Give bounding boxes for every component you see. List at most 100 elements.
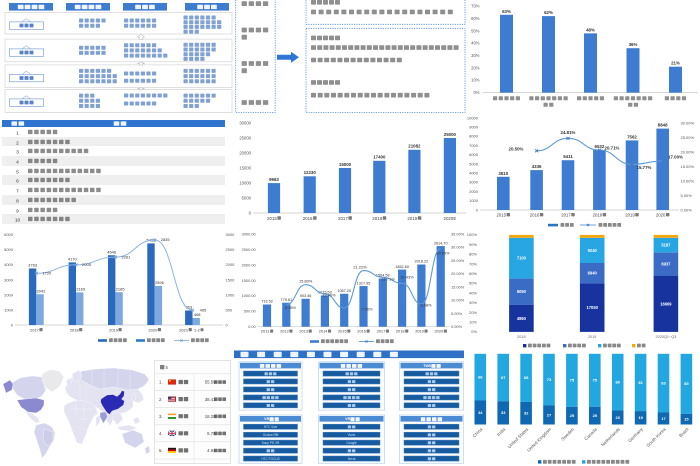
svg-text:29.55%: 29.55% (436, 251, 450, 256)
svg-text:1: 1 (16, 130, 19, 136)
svg-text:38.41: 38.41 (205, 396, 216, 401)
svg-text:75: 75 (570, 378, 575, 383)
svg-text:10%: 10% (469, 320, 477, 325)
svg-text:Google: Google (346, 441, 357, 445)
svg-text:50%: 50% (469, 281, 477, 286)
svg-text:2015: 2015 (338, 329, 347, 334)
svg-text:10: 10 (15, 217, 21, 223)
svg-text:5.: 5. (159, 448, 163, 453)
svg-text:2020E: 2020E (444, 216, 457, 221)
svg-text:5000: 5000 (469, 161, 479, 166)
svg-text:4646: 4646 (107, 249, 117, 254)
svg-text:2614.70: 2614.70 (434, 241, 448, 245)
svg-text:10.00%: 10.00% (681, 178, 695, 183)
svg-text:468: 468 (194, 312, 201, 317)
svg-text:20.50%: 20.50% (509, 147, 524, 152)
svg-text:5187: 5187 (661, 243, 671, 248)
svg-text:3763: 3763 (28, 263, 38, 268)
svg-text:4.94: 4.94 (207, 448, 216, 453)
svg-text:2596: 2596 (155, 280, 165, 285)
svg-text:15.00%: 15.00% (451, 284, 465, 289)
svg-text:1000.00: 1000.00 (242, 293, 257, 298)
svg-text:0: 0 (249, 210, 252, 215)
svg-text:30%: 30% (471, 53, 480, 58)
svg-text:66: 66 (478, 375, 483, 380)
svg-text:8: 8 (16, 198, 19, 204)
svg-text:2017: 2017 (561, 213, 571, 218)
svg-text:2020: 2020 (148, 327, 158, 332)
svg-text:4860: 4860 (517, 316, 527, 321)
svg-text:21%: 21% (671, 61, 680, 66)
svg-text:1000: 1000 (226, 292, 236, 297)
svg-text:5411: 5411 (563, 154, 573, 159)
svg-text:7.06%: 7.06% (361, 306, 373, 311)
svg-text:15.77%: 15.77% (637, 165, 652, 170)
svg-text:1500: 1500 (226, 277, 236, 282)
svg-text:903.46: 903.46 (300, 294, 312, 298)
svg-text:12230: 12230 (304, 170, 317, 175)
svg-text:35.00%: 35.00% (451, 232, 465, 237)
svg-text:1852.60: 1852.60 (395, 265, 409, 269)
svg-text:Germany: Germany (627, 426, 644, 443)
svg-text:2005: 2005 (82, 262, 92, 267)
svg-text:2019: 2019 (415, 329, 424, 334)
svg-text:40%: 40% (469, 290, 477, 295)
svg-text:2015: 2015 (497, 213, 507, 218)
svg-text:2021: 2021 (179, 327, 189, 332)
svg-text:33: 33 (501, 410, 506, 415)
svg-text:68: 68 (524, 375, 529, 380)
svg-text:United States: United States (507, 426, 530, 449)
svg-text:9: 9 (16, 208, 19, 214)
svg-text:48%: 48% (586, 27, 595, 32)
svg-text:85: 85 (684, 381, 689, 386)
svg-text:3000.00: 3000.00 (242, 232, 257, 237)
svg-text:17050: 17050 (587, 305, 599, 310)
svg-text:24.81%: 24.81% (561, 130, 576, 135)
svg-text:779.61: 779.61 (280, 298, 292, 302)
svg-text:55.59: 55.59 (205, 379, 216, 384)
svg-text:0.00: 0.00 (248, 324, 256, 329)
svg-text:70%: 70% (469, 261, 477, 266)
svg-text:TWS: TWS (423, 364, 432, 368)
svg-text:VR: VR (264, 417, 269, 421)
svg-text:5: 5 (16, 169, 19, 175)
svg-text:India: India (496, 426, 507, 437)
svg-text:2018: 2018 (70, 327, 80, 332)
svg-text:China: China (472, 426, 484, 438)
svg-text:1015.53: 1015.53 (318, 291, 332, 295)
svg-text:6000: 6000 (4, 232, 14, 237)
svg-text:10000: 10000 (467, 115, 479, 120)
svg-text:5050: 5050 (517, 289, 527, 294)
svg-text:2019: 2019 (588, 335, 596, 339)
svg-text:75: 75 (593, 378, 598, 383)
svg-text:500.00: 500.00 (244, 309, 257, 314)
svg-text:60%: 60% (471, 16, 480, 21)
svg-text:12.40%: 12.40% (322, 292, 336, 297)
svg-text:36%: 36% (629, 42, 638, 47)
svg-text:5: 5 (166, 365, 169, 370)
svg-text:2000: 2000 (226, 262, 236, 267)
svg-text:40%: 40% (471, 41, 480, 46)
svg-text:20.00%: 20.00% (681, 150, 695, 155)
svg-text:4.: 4. (159, 431, 163, 436)
svg-text:10000: 10000 (239, 180, 251, 185)
svg-text:0.00%: 0.00% (451, 324, 463, 329)
svg-text:3.: 3. (159, 413, 163, 418)
svg-text:20.00%: 20.00% (451, 271, 465, 276)
svg-text:2016: 2016 (303, 216, 313, 221)
svg-text:Oculus Rift: Oculus Rift (263, 433, 279, 437)
svg-text:500: 500 (226, 307, 233, 312)
svg-text:62%: 62% (544, 10, 553, 15)
svg-text:9963: 9963 (269, 177, 279, 182)
svg-text:15000: 15000 (239, 165, 251, 170)
svg-text:6: 6 (16, 179, 19, 185)
svg-text:HTC FOCUS: HTC FOCUS (261, 457, 280, 461)
svg-text:Vuzix: Vuzix (348, 433, 356, 437)
svg-text:0: 0 (476, 207, 479, 212)
svg-text:2.: 2. (159, 396, 163, 401)
svg-text:73: 73 (547, 377, 552, 382)
svg-text:2500: 2500 (226, 247, 236, 252)
svg-text:18.71%: 18.71% (381, 276, 395, 281)
svg-text:2000.00: 2000.00 (242, 262, 257, 267)
svg-text:2018.22: 2018.22 (415, 260, 429, 264)
